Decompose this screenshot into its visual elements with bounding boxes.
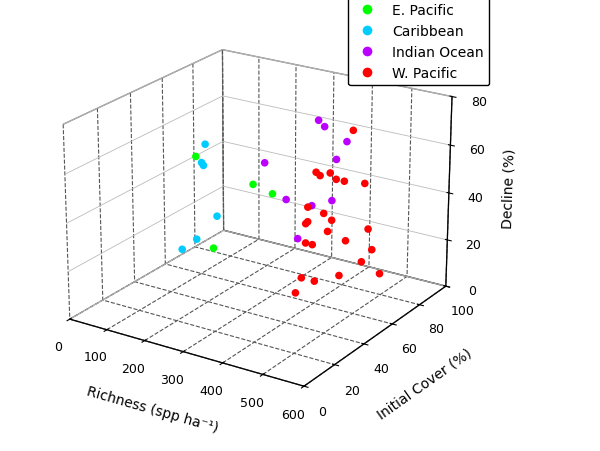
Legend: E. Pacific, Caribbean, Indian Ocean, W. Pacific: E. Pacific, Caribbean, Indian Ocean, W. …	[348, 0, 490, 86]
X-axis label: Richness (spp ha⁻¹): Richness (spp ha⁻¹)	[85, 384, 220, 435]
Y-axis label: Initial Cover (%): Initial Cover (%)	[374, 345, 474, 421]
